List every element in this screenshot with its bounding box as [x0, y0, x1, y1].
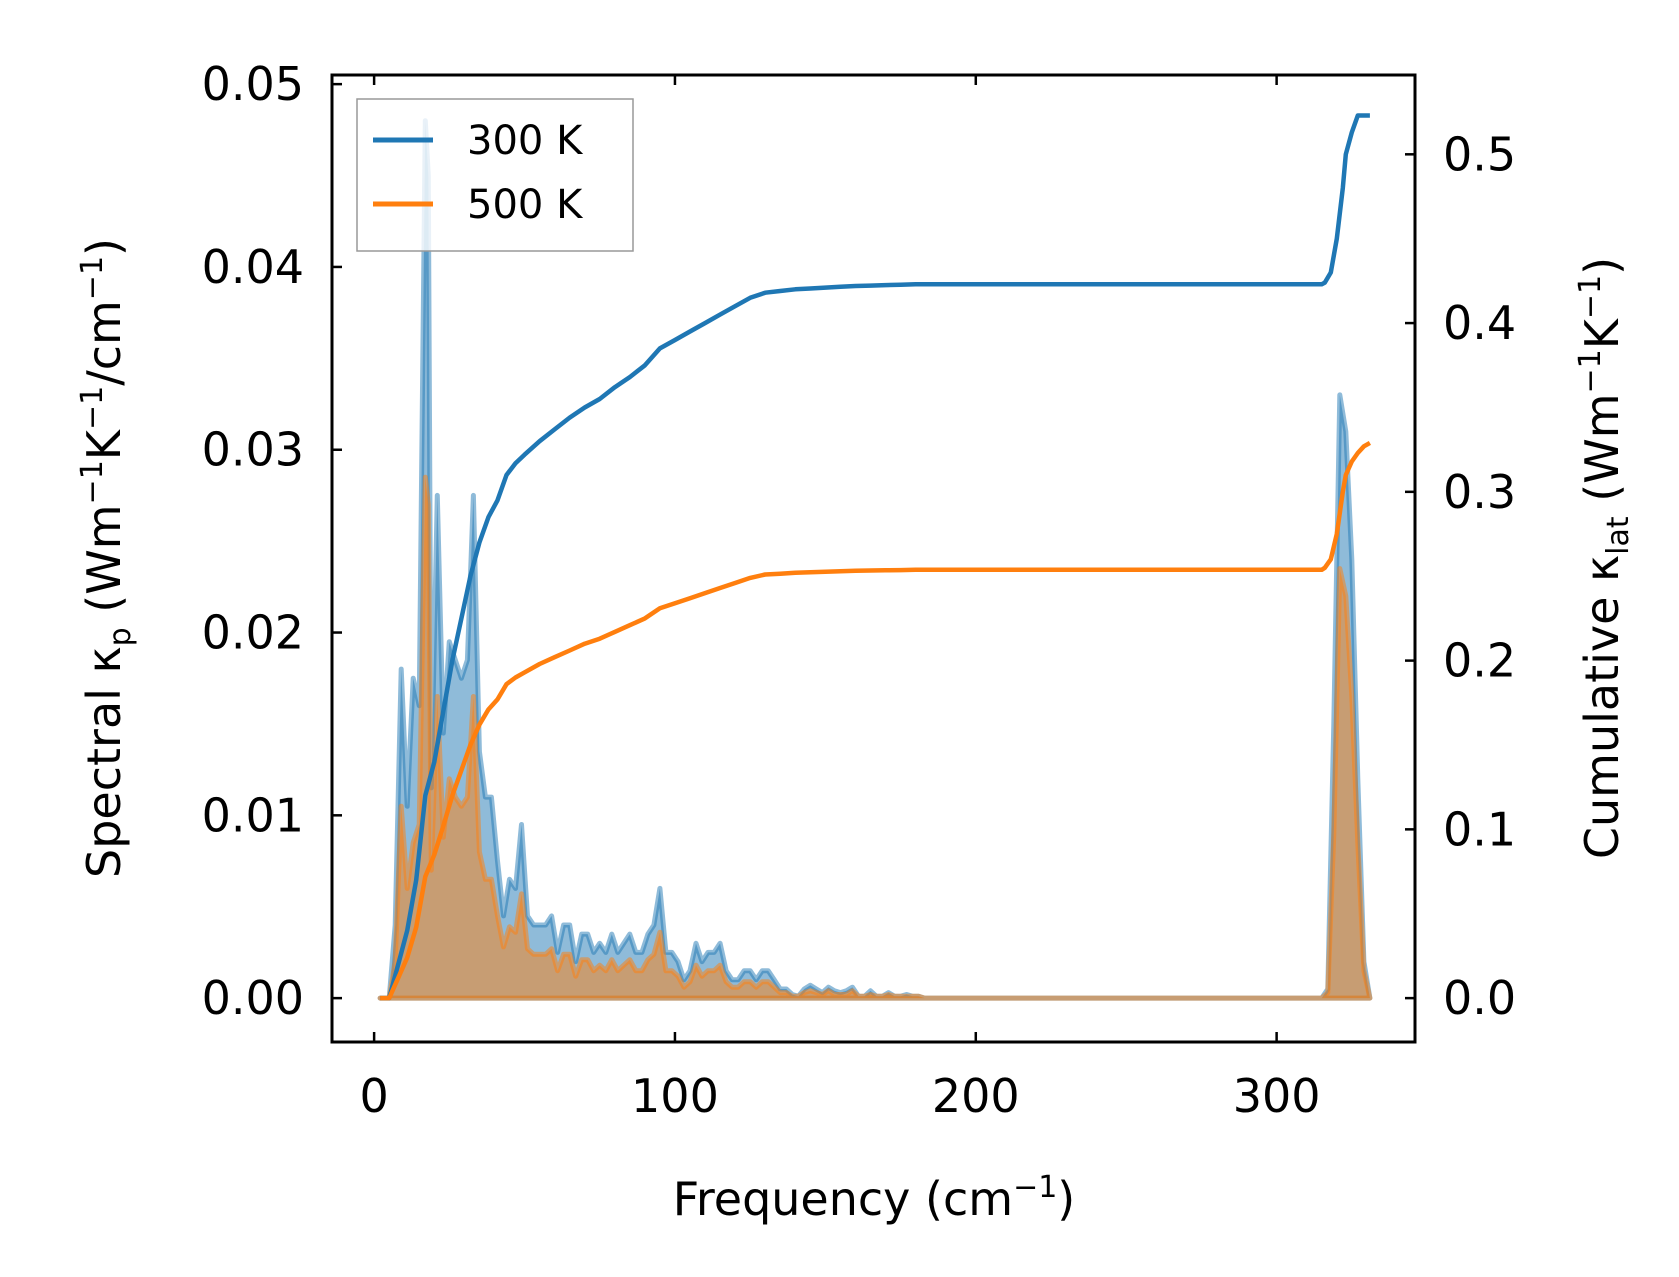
y-right-tick-label: 0.2: [1443, 634, 1516, 688]
cumulative-lines: [380, 113, 1372, 1001]
spectral-area-300k: [377, 118, 1373, 1001]
axis-ticks: 0 100 200 300 0.00 0.01 0.02 0.03 0.04 0.05 0.0 0.1…: [202, 57, 1517, 1123]
cumulative-line-300k: [380, 113, 1370, 1001]
legend: 300 K 500 K: [356, 98, 634, 252]
legend-label-300k: 300 K: [467, 118, 584, 164]
y-left-tick-label: 0.04: [202, 240, 304, 294]
x-tick-label: 300: [1233, 1069, 1321, 1123]
legend-box: [356, 98, 634, 252]
y-left-tick-label: 0.05: [202, 57, 304, 111]
y-right-tick-label: 0.0: [1443, 971, 1516, 1025]
x-tick-label: 0: [359, 1069, 388, 1123]
y-right-tick-label: 0.3: [1443, 465, 1516, 519]
x-tick-label: 100: [631, 1069, 719, 1123]
spectral-fills: [377, 118, 1373, 1001]
y-right-tick-label: 0.1: [1443, 802, 1516, 856]
x-tick-label: 200: [932, 1069, 1020, 1123]
y-right-tick-label: 0.5: [1443, 127, 1516, 181]
cumulative-line-500k: [380, 440, 1372, 1001]
plot-frame: [330, 73, 1417, 1044]
y-right-tick-label: 0.4: [1443, 296, 1516, 350]
x-axis-label: Frequency (cm−1): [673, 1170, 1076, 1226]
legend-label-500k: 500 K: [467, 182, 584, 228]
y-left-tick-label: 0.03: [202, 423, 304, 477]
y-left-tick-label: 0.02: [202, 606, 304, 660]
y-axis-right-label: Cumulative κlat (Wm−1K−1): [1573, 257, 1636, 859]
y-axis-left-label: Spectral κp (Wm−1K−1/cm−1): [75, 238, 138, 878]
y-left-tick-label: 0.00: [202, 971, 304, 1025]
y-left-tick-label: 0.01: [202, 788, 304, 842]
spectral-area-500k: [377, 474, 1373, 1001]
